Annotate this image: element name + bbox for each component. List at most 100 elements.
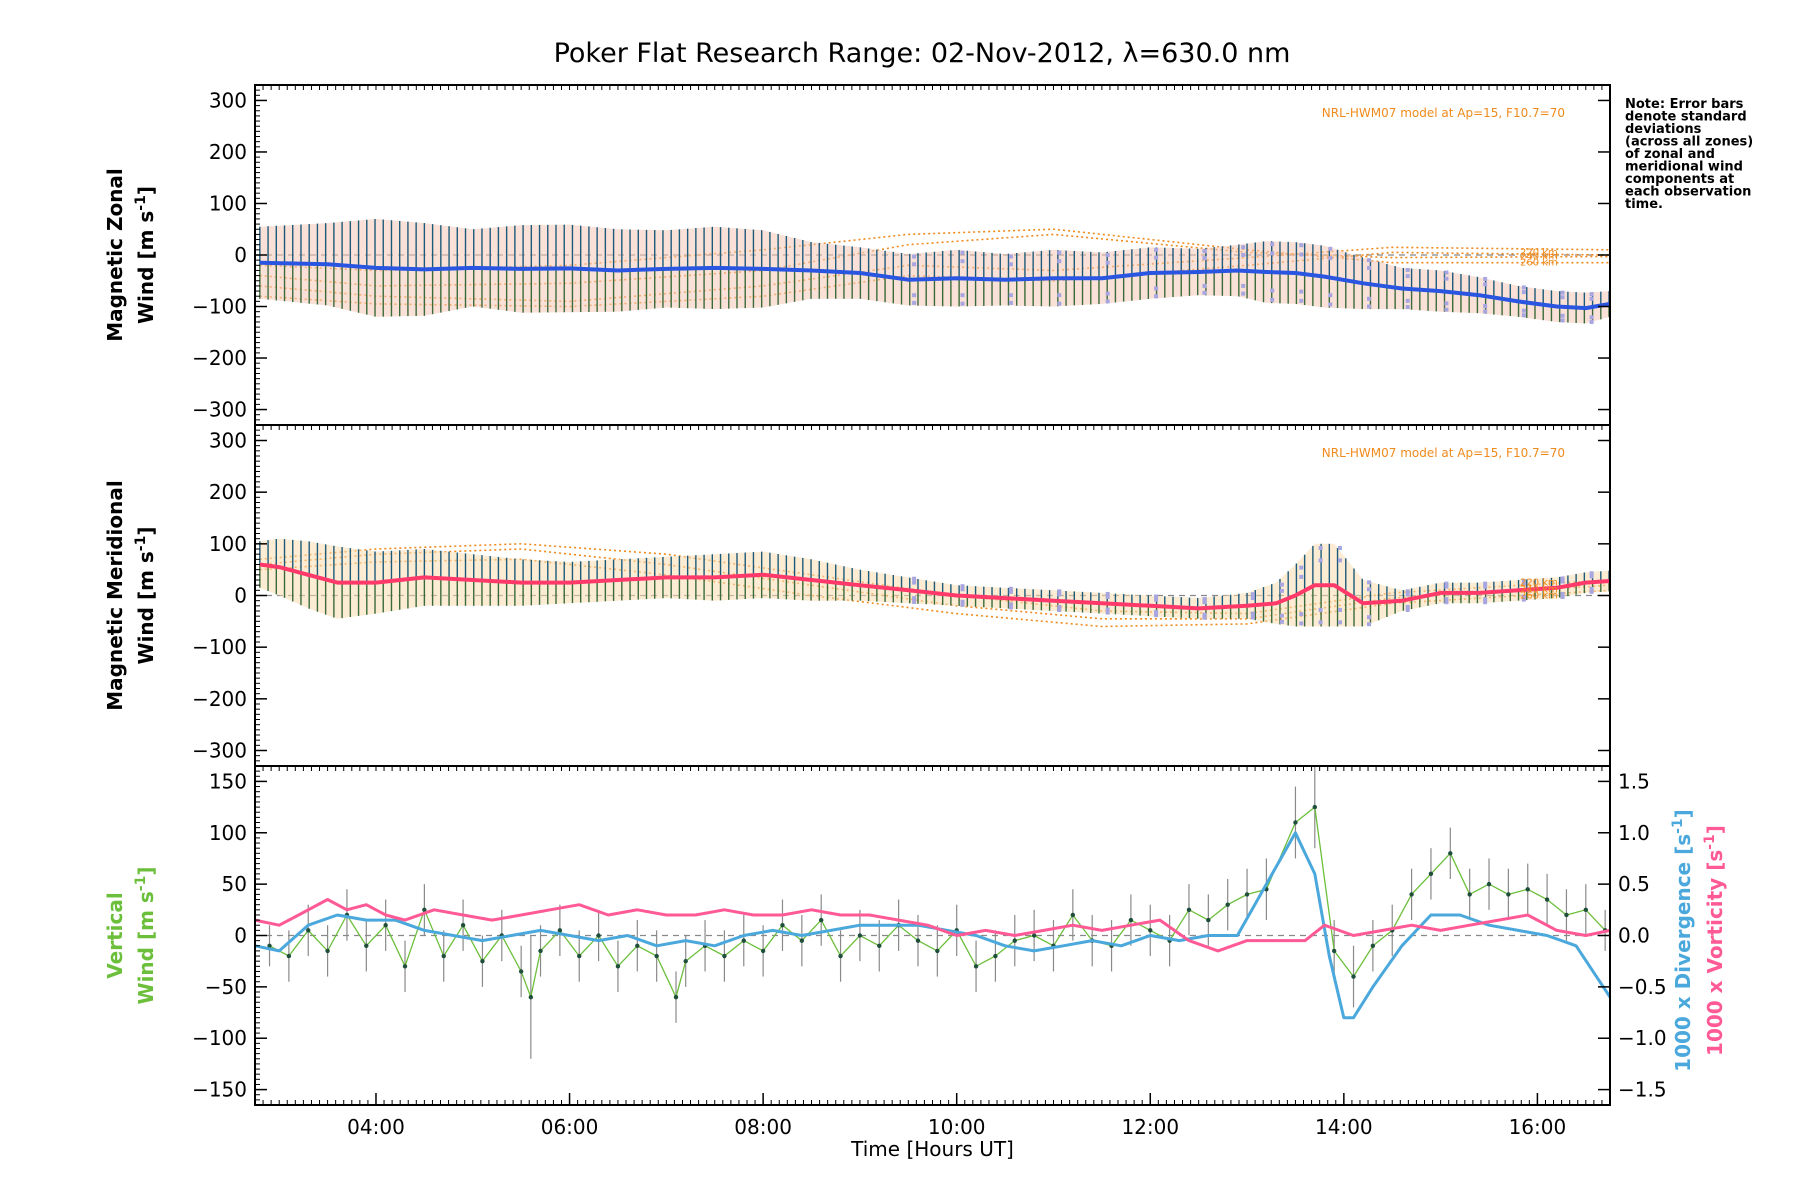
scatter-point [912,596,917,601]
scatter-point [912,293,917,298]
scatter-point [1444,270,1449,275]
scatter-point [1483,304,1488,308]
scatter-point [1105,610,1110,615]
y2-tick-label: 0.5 [1618,872,1650,896]
scatter-point [960,259,965,264]
scatter-point [1202,597,1207,602]
data-point [460,923,466,928]
scatter-point [1483,597,1488,602]
note-line: time. [1625,197,1663,212]
scatter-point [1405,274,1410,279]
y-label-line1: Magnetic Meridional [103,480,127,710]
scatter-point [1250,611,1255,616]
scatter-point [1405,267,1410,272]
data-point [1128,917,1134,923]
data-point [1583,907,1589,913]
y-label-line1: Vertical [103,892,127,978]
altitude-label: 260 km [1520,258,1558,269]
scatter-point [1299,289,1304,294]
y-tick-label: −200 [192,687,247,711]
scatter-point [1560,576,1565,581]
scatter-point [1328,302,1333,307]
altitude-label: 220 km [1520,247,1558,258]
y2-label-vorticity: 1000 x Vorticity [s-1] [1702,825,1727,1056]
error-bars [259,539,1610,627]
scatter-point [1405,589,1410,594]
scatter-point [1008,605,1013,610]
scatter-point [912,576,917,581]
scatter-point [960,584,965,589]
scatter-point [1521,285,1526,290]
scatter-point [1444,597,1449,602]
scatter-point [1241,283,1246,288]
scatter-points [912,242,1594,324]
note-line: Note: Error bars [1625,97,1744,112]
scatter-point [1444,301,1449,306]
y-tick-label: 0 [234,584,247,608]
scatter-point [1367,580,1372,585]
y-tick-label: −150 [192,1078,247,1102]
chart-title: Poker Flat Research Range: 02-Nov-2012, … [554,38,1291,69]
scatter-point [1299,621,1304,626]
y2-tick-label: −1.5 [1618,1078,1667,1102]
scatter-point [1560,595,1565,600]
altitude-label: 240 km [1520,252,1558,263]
y-label-line2: Wind [m s-1] [133,527,158,665]
data-point [1031,933,1037,938]
data-point [1070,912,1076,918]
y-tick-label: −200 [192,346,247,370]
y-tick-label: 300 [209,429,247,453]
scatter-point [1328,256,1333,261]
scatter-point [1589,589,1594,594]
scatter-point [1337,620,1342,625]
data-point [1448,851,1453,856]
x-tick-label: 06:00 [541,1115,599,1139]
data-point [760,948,766,954]
scatter-point [960,587,965,592]
scatter-point [1589,296,1594,301]
y2-label-divergence: 1000 x Divergence [s-1] [1670,809,1695,1072]
x-tick-label: 10:00 [928,1115,986,1139]
y2-tick-label: −0.5 [1618,975,1667,999]
y2-tick-label: −1.0 [1618,1026,1667,1050]
scatter-point [912,599,917,604]
scatter-point [1589,315,1594,320]
scatter-point [1008,254,1013,259]
y-tick-label: −50 [205,975,247,999]
scatter-point [1367,615,1372,620]
y-tick-label: 150 [209,769,247,793]
scatter-point [1202,600,1207,605]
model-label: NRL-HWM07 model at Ap=15, F10.7=70 [1322,446,1565,460]
scatter-point [1560,295,1565,300]
data-point [1409,892,1414,897]
data-point [722,953,727,959]
y2-tick-label: 0.0 [1618,924,1650,948]
y2-tick-label: 1.5 [1618,769,1650,793]
scatter-point [1328,246,1333,251]
data-point [838,953,843,959]
data-point [993,953,998,959]
scatter-point [1250,615,1255,620]
note-line: meridional wind [1625,160,1743,175]
x-tick-label: 14:00 [1315,1115,1373,1139]
scatter-point [1589,574,1594,579]
data-point [557,928,563,933]
scatter-point [1279,613,1284,618]
data-point [480,958,485,964]
y-tick-label: −100 [192,635,247,659]
scatter-point [960,293,965,298]
data-point [1186,907,1192,913]
data-point [1506,892,1511,897]
data-point [383,923,388,928]
note-line: denote standard [1625,110,1747,125]
data-point [1351,974,1356,979]
scatter-point [1270,297,1275,302]
data-point [673,994,679,1000]
data-point [877,943,882,948]
series-line [259,562,1611,611]
panel-frame [254,765,1611,1106]
scatter-point [1444,581,1449,586]
y-tick-label: 200 [209,480,247,504]
scatter-point [960,602,965,607]
